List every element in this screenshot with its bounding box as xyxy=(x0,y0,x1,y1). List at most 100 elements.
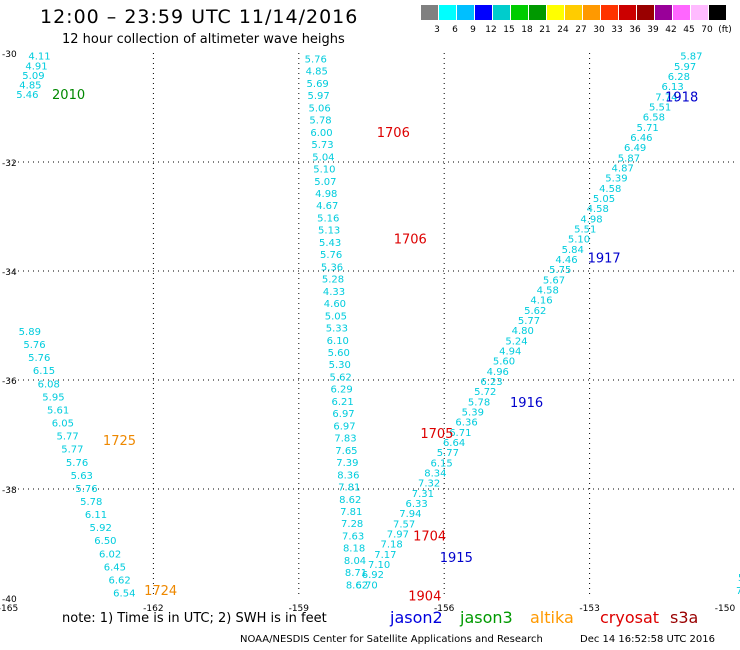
swh-point-label: 5.78 xyxy=(80,497,102,508)
swh-point-label: 5.77 xyxy=(518,316,540,327)
swh-point-label: 6.64 xyxy=(443,438,465,449)
swh-point-label: 5.24 xyxy=(505,336,527,347)
swh-point-label: 5.30 xyxy=(329,360,351,371)
swh-point-label: 6.97 xyxy=(332,409,354,420)
colorbar-swatch xyxy=(619,5,636,20)
x-tick-label: -165 xyxy=(0,604,18,614)
swh-point-label: 8.04 xyxy=(344,556,366,567)
swh-point-label: 7.97 xyxy=(387,530,409,541)
swh-point-label: 5.07 xyxy=(314,177,336,188)
chart-subtitle: 12 hour collection of altimeter wave hei… xyxy=(62,32,345,47)
colorbar-swatch xyxy=(691,5,708,20)
x-tick-label: -162 xyxy=(143,604,163,614)
colorbar-label: 42 xyxy=(665,25,677,35)
swh-point-label: 6.13 xyxy=(662,82,684,93)
x-tick-label: -153 xyxy=(579,604,599,614)
swh-point-label: 7.81 xyxy=(338,483,360,494)
swh-point-label: 5.61 xyxy=(47,405,69,416)
swh-point-label: 6.15 xyxy=(33,366,55,377)
swh-point-label: 5.46 xyxy=(16,90,38,101)
swh-point-label: 4.98 xyxy=(315,189,337,200)
swh-point-label: 5.76 xyxy=(66,458,88,469)
mission-label-cryosat: cryosat xyxy=(600,608,660,627)
swh-point-label: 8.71 xyxy=(345,568,367,579)
swh-point-label: 4.33 xyxy=(323,287,345,298)
swh-point-label: 5.77 xyxy=(56,432,78,443)
swh-point-label: 7.18 xyxy=(380,540,402,551)
colorbar-swatch xyxy=(655,5,672,20)
swh-point-label: 8.34 xyxy=(424,469,446,480)
swh-point-label: 7.83 xyxy=(334,434,356,445)
swh-point-label: 6.54 xyxy=(113,589,135,600)
swh-point-label: 5.36 xyxy=(321,262,343,273)
swh-point-label: 5.51 xyxy=(649,103,671,114)
y-tick-label: -36 xyxy=(2,377,17,387)
swh-point-label: 4.87 xyxy=(612,164,634,175)
swh-point-label: 4.96 xyxy=(487,367,509,378)
swh-point-label: 5.84 xyxy=(562,245,584,256)
swh-point-label: 6.92 xyxy=(362,570,384,581)
swh-point-label: 8.18 xyxy=(343,544,365,555)
chart-title: 12:00 – 23:59 UTC 11/14/2016 xyxy=(40,6,359,28)
swh-point-label: 7.28 xyxy=(341,519,363,530)
pass-time-label: 1724 xyxy=(144,584,177,599)
swh-point-label: 7.39 xyxy=(336,458,358,469)
pass-time-label: 1705 xyxy=(420,427,453,442)
colorbar-swatch xyxy=(601,5,618,20)
swh-point-label: 6.36 xyxy=(455,418,477,429)
swh-point-label: 7.65 xyxy=(335,446,357,457)
swh-point-label: 6.23 xyxy=(480,377,502,388)
swh-point-label: 7.74 xyxy=(655,92,677,103)
swh-point-label: 4.46 xyxy=(555,255,577,266)
colorbar-label: 33 xyxy=(611,25,623,35)
swh-point-label: 5.43 xyxy=(319,238,341,249)
colorbar-label: 45 xyxy=(683,25,695,35)
swh-point-label: 5.72 xyxy=(474,387,496,398)
pass-time-label: 1725 xyxy=(103,434,136,449)
swh-point-label: 7.32 xyxy=(418,479,440,490)
pass-time-label: 1918 xyxy=(665,91,698,106)
swh-point-label: 6.70 xyxy=(356,580,378,591)
colorbar-label: 70 xyxy=(701,25,713,35)
colorbar-swatch xyxy=(673,5,690,20)
colorbar-label: 9 xyxy=(470,25,476,35)
swh-point-label: 4.60 xyxy=(324,299,346,310)
swh-point-label: 5.97 xyxy=(674,62,696,73)
swh-point-label: 5.05 xyxy=(325,311,347,322)
swh-point-label: 4.80 xyxy=(512,326,534,337)
swh-point-label: 5.09 xyxy=(22,71,44,82)
swh-point-label: 4.98 xyxy=(580,214,602,225)
swh-point-label: 5.95 xyxy=(42,392,64,403)
swh-point-label: 6.05 xyxy=(52,419,74,430)
pass-time-label: 1904 xyxy=(408,589,441,604)
swh-point-label: 6.50 xyxy=(94,536,116,547)
swh-point-label: 5.76 xyxy=(28,353,50,364)
swh-point-label: 5.92 xyxy=(90,523,112,534)
swh-point-label: 6.71 xyxy=(449,428,471,439)
y-tick-label: -40 xyxy=(2,595,17,605)
colorbar-label: 21 xyxy=(539,25,551,35)
colorbar-label: 12 xyxy=(485,25,497,35)
swh-point-label: 6.46 xyxy=(630,133,652,144)
mission-label-altika: altika xyxy=(530,608,574,627)
colorbar-swatch xyxy=(493,5,510,20)
colorbar-swatch xyxy=(637,5,654,20)
swh-point-label: 5.76 xyxy=(320,250,342,261)
mission-label-jason3: jason3 xyxy=(460,608,513,627)
swh-point-label: 6.97 xyxy=(333,421,355,432)
swh-point-label: 8.62 xyxy=(346,580,368,591)
y-tick-label: -38 xyxy=(2,486,17,496)
swh-point-label: 5.71 xyxy=(637,123,659,134)
swh-point-label: 5.06 xyxy=(308,103,330,114)
colorbar-swatch xyxy=(583,5,600,20)
swh-point-label: 5.51 xyxy=(574,225,596,236)
colorbar-swatch xyxy=(439,5,456,20)
x-tick-label: -156 xyxy=(434,604,455,614)
colorbar-label: (ft) xyxy=(718,25,732,35)
colorbar-swatch xyxy=(457,5,474,20)
colorbar-label: 36 xyxy=(629,25,641,35)
colorbar-swatch xyxy=(475,5,492,20)
swh-point-label: 5.77 xyxy=(61,445,83,456)
swh-point-label: 6.45 xyxy=(104,562,126,573)
